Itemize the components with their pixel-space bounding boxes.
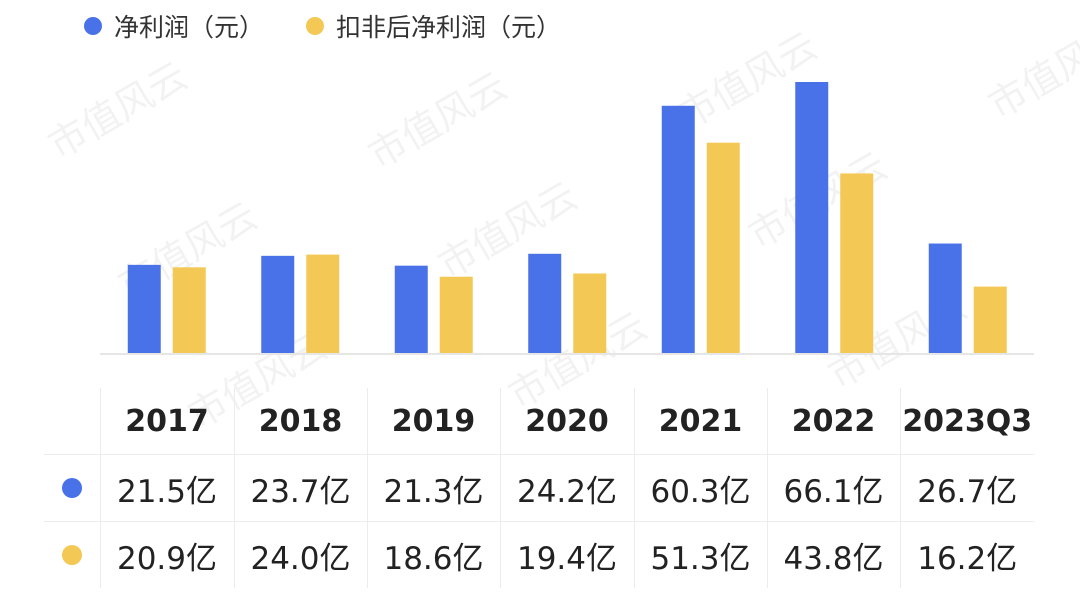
bar-net-profit-2023Q3[interactable] (928, 243, 962, 353)
row-marker-cell (44, 521, 100, 588)
legend-label: 扣非后净利润（元） (336, 13, 562, 42)
bar-deducted-net-profit-2019[interactable] (439, 276, 473, 353)
bar-net-profit-2019[interactable] (394, 265, 428, 353)
bar-deducted-net-profit-2020[interactable] (573, 273, 607, 353)
legend: 净利润（元） 扣非后净利润（元） (84, 6, 561, 46)
row-marker-cell (44, 454, 100, 522)
bars-group (127, 82, 1007, 354)
year-label: 2019 (366, 388, 500, 455)
legend-dot-icon (84, 17, 102, 35)
bar-deducted-net-profit-2021[interactable] (706, 142, 740, 353)
bar-net-profit-2017[interactable] (127, 264, 161, 353)
bar-net-profit-2022[interactable] (795, 82, 829, 353)
year-label: 2023Q3 (899, 388, 1034, 455)
bar-net-profit-2021[interactable] (661, 105, 695, 354)
value-cell: 43.8亿 (766, 521, 900, 588)
value-cell: 23.7亿 (233, 454, 367, 522)
bar-deducted-net-profit-2023Q3[interactable] (973, 286, 1007, 353)
bar-net-profit-2018[interactable] (261, 255, 295, 353)
yellow-dot-icon (61, 545, 82, 565)
value-cell: 18.6亿 (366, 521, 500, 588)
value-cell: 20.9亿 (99, 521, 234, 588)
year-label: 2017 (99, 388, 234, 455)
bar-net-profit-2020[interactable] (528, 253, 562, 353)
year-label: 2021 (633, 388, 767, 455)
year-label: 2020 (499, 388, 634, 455)
bar-deducted-net-profit-2018[interactable] (306, 254, 340, 353)
value-cell: 21.5亿 (99, 454, 234, 522)
blue-dot-icon (61, 478, 82, 498)
value-cell: 24.2亿 (499, 454, 634, 522)
table-row-net-profit: 21.5亿 23.7亿 21.3亿 24.2亿 60.3亿 66.1亿 26.7… (44, 454, 1034, 522)
value-cell: 16.2亿 (899, 521, 1034, 588)
year-label: 2018 (233, 388, 367, 455)
table-row-deducted-net-profit: 20.9亿 24.0亿 18.6亿 19.4亿 51.3亿 43.8亿 16.2… (44, 521, 1034, 588)
value-cell: 60.3亿 (633, 454, 767, 522)
value-cell: 26.7亿 (899, 454, 1034, 522)
bar-deducted-net-profit-2022[interactable] (840, 173, 874, 353)
value-cell: 24.0亿 (233, 521, 367, 588)
legend-item-deducted-net-profit[interactable]: 扣非后净利润（元） (306, 8, 561, 44)
table-header-row: 2017 2018 2019 2020 2021 2022 2023Q3 (44, 388, 1034, 455)
legend-dot-icon (306, 17, 325, 35)
bar-deducted-net-profit-2017[interactable] (172, 267, 206, 353)
value-cell: 21.3亿 (366, 454, 500, 522)
data-table: 2017 2018 2019 2020 2021 2022 2023Q3 21.… (44, 388, 1034, 588)
legend-item-net-profit[interactable]: 净利润（元） (84, 8, 264, 44)
year-label: 2022 (766, 388, 900, 455)
table-corner-cell (44, 388, 100, 455)
value-cell: 19.4亿 (499, 521, 634, 588)
value-cell: 66.1亿 (766, 454, 900, 522)
legend-label: 净利润（元） (114, 13, 265, 42)
value-cell: 51.3亿 (633, 521, 767, 588)
